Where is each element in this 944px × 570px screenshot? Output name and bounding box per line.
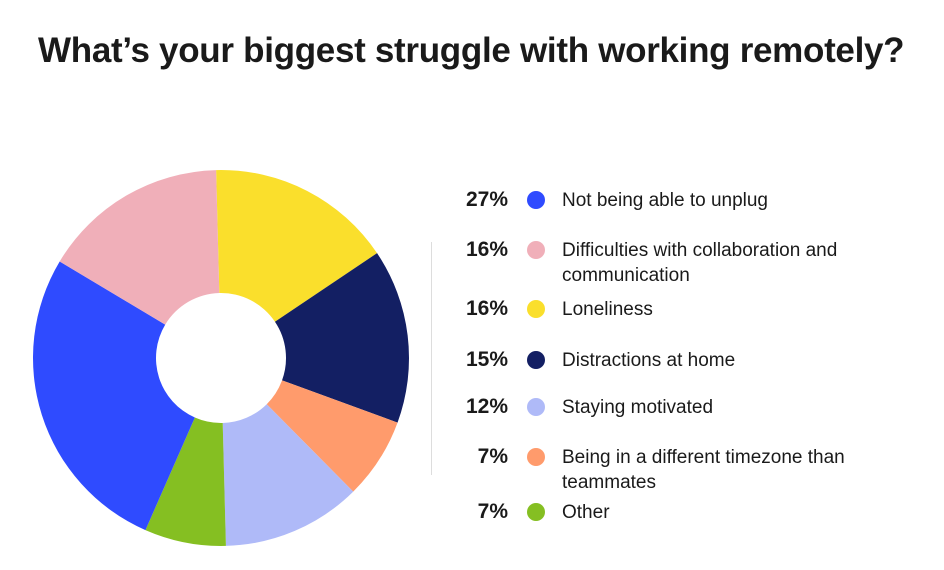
legend-color-dot (527, 448, 545, 466)
legend-label: Being in a different timezone than teamm… (562, 447, 845, 493)
donut-slice-not-being-able-to-unplug (33, 261, 195, 531)
legend-percent: 16% (465, 238, 508, 261)
legend-label: Not being able to unplug (562, 190, 768, 211)
donut-slice-other (145, 417, 226, 546)
legend-color-dot (527, 503, 545, 521)
donut-slice-staying-motivated (222, 404, 354, 546)
legend-color-dot (527, 241, 545, 259)
legend-label: Loneliness (562, 299, 653, 320)
legend-divider (431, 242, 432, 475)
donut-chart (33, 170, 410, 546)
legend-label: Difficulties with collaboration and comm… (562, 240, 838, 286)
legend-color-dot (527, 191, 545, 209)
legend-label: Staying motivated (562, 397, 714, 418)
legend-label: Distractions at home (562, 350, 736, 371)
legend-percent: 15% (465, 348, 508, 371)
legend-percent: 7% (477, 445, 508, 468)
legend-color-dot (527, 300, 545, 318)
legend-percent: 12% (465, 395, 508, 418)
legend-color-dot (527, 398, 545, 416)
legend-percent: 7% (477, 500, 508, 523)
legend-percent: 16% (465, 297, 508, 320)
legend-label: Other (562, 502, 610, 523)
legend-percent: 27% (465, 188, 508, 211)
donut-slice-loneliness (216, 170, 378, 322)
legend-color-dot (527, 351, 545, 369)
donut-slice-distractions-at-home (274, 253, 410, 423)
chart-title: What’s your biggest struggle with workin… (38, 31, 905, 70)
donut-slice-being-in-a-different-timezone-than-teammates (266, 380, 398, 492)
donut-slice-difficulties-with-collaboration-and-communication (59, 170, 220, 325)
